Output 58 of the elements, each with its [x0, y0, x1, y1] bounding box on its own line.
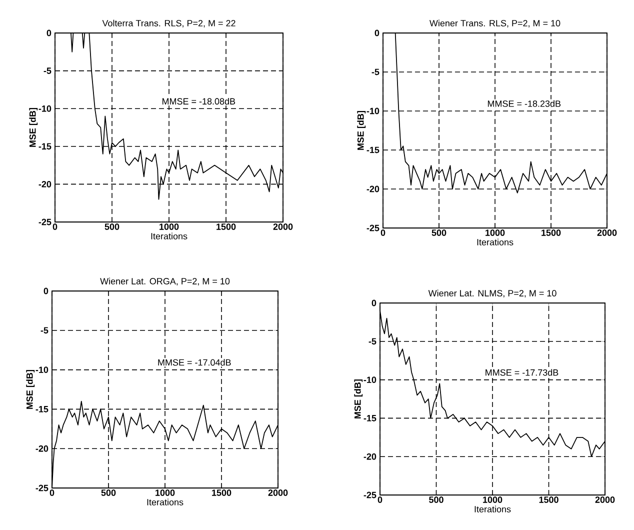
x-tick-label: 1500	[539, 496, 558, 503]
x-tick-label: 500	[104, 224, 120, 230]
y-tick-label: -15	[36, 406, 48, 412]
x-tick-label: 500	[101, 490, 116, 496]
y-tick-label: -25	[38, 218, 52, 226]
x-axis-title: Iterations	[151, 232, 188, 240]
y-tick-label: -20	[366, 186, 380, 192]
x-tick-label: 500	[432, 230, 446, 236]
x-axis-title: Iterations	[147, 498, 184, 506]
y-tick-label: 0	[46, 30, 52, 36]
x-tick-label: 0	[52, 224, 58, 230]
y-tick-label: 0	[372, 300, 376, 306]
y-tick-label: -10	[36, 366, 48, 373]
y-tick-label: 0	[44, 288, 48, 294]
y-axis-title: MSE [dB]	[354, 380, 363, 418]
x-tick-label: 1000	[156, 490, 175, 496]
y-tick-label: -5	[44, 68, 52, 74]
x-tick-label: 2000	[268, 490, 288, 496]
x-tick-label: 2000	[273, 224, 293, 230]
y-tick-label: 0	[374, 30, 380, 36]
x-tick-label: 2000	[597, 230, 617, 236]
x-tick-label: 1000	[486, 230, 505, 236]
annotation: MMSE = -17.73dB	[486, 369, 558, 376]
x-tick-label: 1500	[216, 224, 236, 230]
chart-title: Wiener Trans. RLS, P=2, M = 10	[430, 20, 560, 28]
annotation: MMSE = -18.23dB	[488, 100, 561, 107]
y-tick-label: -10	[38, 105, 52, 112]
annotation: MMSE = -18.08dB	[162, 98, 236, 105]
y-tick-label: -20	[38, 181, 52, 188]
y-tick-label: -15	[38, 143, 52, 150]
y-tick-label: -10	[364, 376, 376, 383]
x-tick-label: 500	[429, 496, 444, 503]
y-tick-label: -20	[364, 453, 376, 460]
chart-title: Wiener Lat. NLMS, P=2, M = 10	[428, 290, 556, 298]
y-tick-label: -25	[36, 484, 48, 492]
x-tick-label: 0	[380, 230, 386, 236]
y-tick-label: -25	[364, 492, 376, 498]
x-tick-label: 2000	[595, 496, 615, 503]
chart-title: Wiener Lat. ORGA, P=2, M = 10	[100, 278, 230, 286]
y-tick-label: -15	[366, 146, 380, 154]
y-axis-title: MSE [dB]	[26, 370, 35, 409]
chart-title: Volterra Trans. RLS, P=2, M = 22	[102, 20, 236, 28]
y-axis-title: MSE [dB]	[357, 111, 366, 150]
x-tick-label: 1000	[483, 496, 502, 503]
x-tick-label: 1500	[212, 490, 232, 496]
y-tick-label: -10	[366, 108, 380, 114]
y-tick-label: -15	[364, 415, 376, 422]
y-tick-label: -5	[372, 68, 380, 76]
x-tick-label: 1500	[542, 230, 561, 236]
y-tick-label: -5	[40, 327, 48, 334]
x-tick-label: 1000	[160, 224, 179, 230]
y-axis-title: MSE [dB]	[29, 108, 38, 147]
x-axis-title: Iterations	[477, 238, 514, 246]
x-axis-title: Iterations	[474, 506, 511, 512]
y-tick-label: -20	[36, 445, 48, 452]
y-tick-label: -5	[368, 338, 376, 345]
annotation: MMSE = -17.04dB	[158, 359, 231, 366]
y-tick-label: -25	[366, 224, 380, 232]
